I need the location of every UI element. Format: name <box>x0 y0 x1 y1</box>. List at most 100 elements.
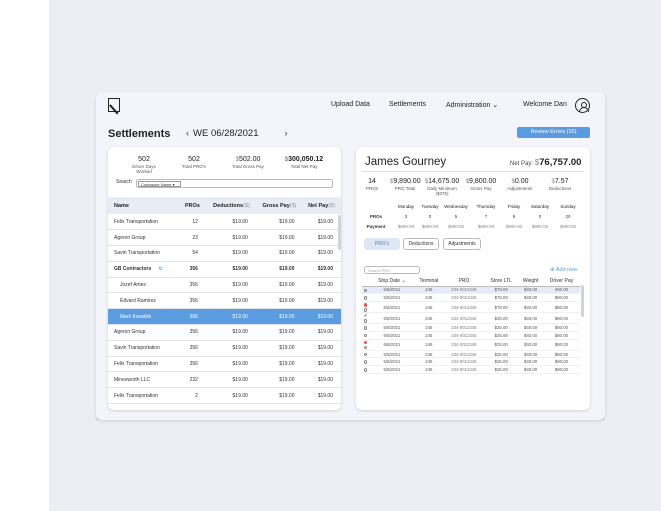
table-row[interactable]: Minesworth LLC 232 $19.00 $19.00 $19.00 <box>108 371 341 389</box>
cell-text: $19.00 <box>279 313 295 320</box>
edit-icon[interactable] <box>364 314 367 318</box>
clock-icon[interactable] <box>363 319 368 323</box>
table-row[interactable]: Mark Kovalski 356 $19.00 $19.00 $19.00 <box>108 308 341 326</box>
row-actions <box>362 293 370 303</box>
table-row[interactable]: Savin Transportation 356 $19.00 $19.00 $19.0… <box>108 340 341 357</box>
logo-icon[interactable] <box>108 98 120 112</box>
table-row[interactable]: 6/8/2021 245 234-0012345 $25.00 $40.00 $80.00 <box>362 312 580 325</box>
chevron-right-icon[interactable]: › <box>284 128 288 138</box>
search-input[interactable]: Contractor Name ▾ <box>136 179 333 188</box>
col-gross-pay-label: Gross Pay <box>262 202 290 209</box>
clock-icon[interactable] <box>363 296 368 300</box>
table-row[interactable]: 6/8/2021 245 234-0012345 $25.00 $40.00 $80.00 <box>362 331 580 340</box>
grid-cell: 0 <box>538 214 542 219</box>
stat-label: Driver Days Worked <box>132 164 156 174</box>
tab-deductions[interactable]: Deductions <box>403 238 439 250</box>
table-row[interactable]: GB Contractors ↻ 356 $19.00 $19.00 $19.00 <box>108 261 341 278</box>
cell-terminal: 245 <box>413 331 444 340</box>
review-errors-button[interactable]: Review Errors (15) <box>517 127 590 138</box>
clock-icon[interactable] <box>363 352 368 357</box>
chevron-left-icon[interactable]: ‹ <box>186 128 189 138</box>
search-pro-input[interactable]: Search PRO <box>364 266 420 274</box>
delete-icon[interactable] <box>363 303 368 307</box>
stat-label: Total Net Pay <box>290 164 318 169</box>
clock-icon[interactable] <box>363 360 368 364</box>
stat-currency: $ <box>284 157 289 163</box>
grid-cell: $890.00 <box>505 224 523 229</box>
table-row[interactable]: Felix Transportation 12 $19.00 $19.00 $19.00 <box>108 214 341 231</box>
cell-text: GB Contractors <box>114 266 152 273</box>
cell-name: Felix Transportation <box>108 356 182 373</box>
table-row[interactable]: 6/8/2021 245 234-0012345 $78.00 $40.00 $80.00 <box>362 293 580 303</box>
table-row[interactable]: Ageron Group 356 $19.00 $19.00 $19.00 <box>108 324 341 341</box>
table-row[interactable]: Savin Transportation 54 $19.00 $19.00 $19.00 <box>108 245 341 262</box>
clock-icon[interactable] <box>363 333 368 338</box>
table-row[interactable]: Felix Transportation 356 $19.00 $19.00 $19.0… <box>108 356 341 373</box>
nav-upload-data[interactable]: Upload Data <box>331 101 370 108</box>
cell-text: Jozef Ames <box>120 282 146 289</box>
cell-text: $19.00 <box>279 250 295 257</box>
nav-settlements[interactable]: Settlements <box>389 101 426 108</box>
col-net-pay[interactable]: Net Pay($) <box>302 197 341 214</box>
clock-icon[interactable] <box>363 288 368 292</box>
cell-text: 356 <box>189 329 198 336</box>
nav-administration[interactable]: Administration ⌄ <box>446 101 498 109</box>
cell-weight: $40.00 <box>518 350 543 359</box>
cell-text: $19.00 <box>317 218 333 225</box>
col-store-ltl[interactable]: Store LTL <box>484 277 519 287</box>
cell-gross: $19.00 <box>255 229 303 247</box>
refresh-icon[interactable]: ↻ <box>157 266 163 273</box>
cell-text: Ageron Group <box>114 234 146 241</box>
cell-pro: 234-0012345 <box>443 339 485 351</box>
col-pro[interactable]: PRO <box>443 277 485 287</box>
col-ship-date[interactable]: Ship Date ⌄ <box>370 277 414 287</box>
cell-name: Savin Transportation <box>108 340 182 357</box>
clock-icon[interactable] <box>363 368 368 372</box>
add-new-button[interactable]: ⊕ Add new <box>550 267 577 273</box>
scrollbar[interactable] <box>581 285 584 317</box>
table-row[interactable]: 6/8/2021 245 234-0012345 $25.00 $40.00 $80.00 <box>362 365 580 375</box>
cell-name: Mark Kovalski <box>108 308 182 326</box>
cell-date: 6/8/2021 <box>370 293 414 303</box>
col-weight[interactable]: Weight <box>518 277 543 287</box>
col-terminal[interactable]: Terminal <box>413 277 444 287</box>
table-row[interactable]: Edvard Ramirez 356 $19.00 $19.00 $19.00 <box>108 292 341 310</box>
tab-adjustments[interactable]: Adjustments <box>443 238 481 250</box>
table-row[interactable]: Felix Transportation 2 $19.00 $19.00 $19.00 <box>108 387 341 405</box>
table-row[interactable]: 6/8/2021 245 234-0012345 $78.00 $40.00 $80.00 <box>362 301 580 314</box>
cell-net: $19.00 <box>302 292 341 310</box>
plus-circle-icon: ⊕ <box>550 267 555 273</box>
col-deductions[interactable]: Deductions($) <box>205 197 256 214</box>
search-filter-label: Contractor Name <box>141 182 172 187</box>
cell-pro: 234-0012345 <box>443 350 485 359</box>
table-row[interactable]: 6/8/2021 245 234-0012345 $25.00 $40.00 $80.00 <box>362 323 580 332</box>
page-title: Settlements <box>108 128 171 140</box>
col-pros[interactable]: PROs <box>181 197 206 214</box>
stat-value: 14 <box>368 178 376 185</box>
table-row[interactable]: 6/8/2021 245 234-0012345 $25.00 $40.00 $80.00 <box>362 350 580 359</box>
table-row[interactable]: 6/8/2021 245 234-0012345 $25.00 $40.00 $80.00 <box>362 339 580 351</box>
grid-cell: $890.00 <box>559 224 577 229</box>
col-gross-pay[interactable]: Gross Pay($) <box>255 197 303 214</box>
table-row[interactable]: Ageron Group 23 $19.00 $19.00 $19.00 <box>108 229 341 247</box>
col-name[interactable]: Name <box>108 197 182 214</box>
grid-cell: $890.00 <box>447 224 465 229</box>
avatar[interactable] <box>575 98 590 113</box>
cell-text: $19.00 <box>317 392 333 399</box>
tab-pros[interactable]: PRO's <box>364 238 400 250</box>
search-filter-select[interactable]: Contractor Name ▾ <box>138 181 181 187</box>
clock-icon[interactable] <box>363 326 368 330</box>
col-driver-pay[interactable]: Driver Pay <box>542 277 580 287</box>
clock-icon[interactable] <box>363 308 368 312</box>
scrollbar[interactable] <box>338 215 341 250</box>
stat-label: Deductions <box>548 186 572 191</box>
table-row[interactable]: Jozef Ames 356 $19.00 $19.00 $19.00 <box>108 277 341 294</box>
clock-icon[interactable] <box>363 345 368 350</box>
table-row[interactable]: 6/8/2021 245 234-0012345 $25.00 $40.00 $80.00 <box>362 357 580 367</box>
cell-ded: $19.00 <box>205 277 256 294</box>
row-actions <box>362 331 370 340</box>
cell-ltl: $78.00 <box>484 301 519 314</box>
delete-icon[interactable] <box>363 340 368 345</box>
table-row[interactable]: 6/8/2021 245 234-0012348 $78.00 $40.00 400.00 <box>362 286 580 295</box>
cell-text: $19.00 <box>232 297 248 304</box>
